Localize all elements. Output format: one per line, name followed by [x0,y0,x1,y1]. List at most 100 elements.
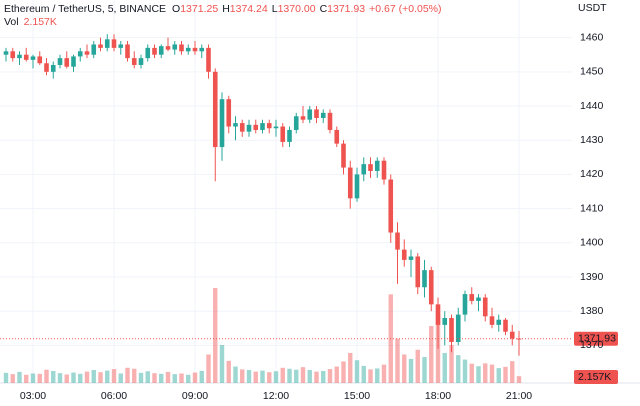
last-price-tag [574,331,618,346]
y-tick-label: 1430 [580,134,604,146]
candle-body [125,44,130,59]
volume-bar [17,371,22,383]
volume-bar [442,352,447,383]
candle-body [273,126,279,129]
candle-body [23,54,29,60]
last-price-label: 1371.93 [578,333,616,345]
legend-value: 1370.00 [278,3,316,15]
volume-tag [574,370,618,384]
candle-body [442,318,448,325]
volume-bar [327,369,333,383]
legend-value: 1371.93 [327,3,365,15]
candle-body [44,63,49,72]
candle-body [64,58,70,67]
legend-key: H [222,3,230,15]
candle-body [246,124,252,132]
y-tick-label: 1400 [580,237,604,249]
volume-bar [341,361,346,383]
volume-bar [516,376,522,383]
legend-line: Ethereum / TetherUS, 5, BINANCE O1371.25 H… [4,3,442,15]
x-tick-label: 21:00 [506,390,532,402]
candle-body [293,116,299,130]
volume-bar [253,371,258,383]
candle-body [401,249,407,260]
candle-body [469,294,475,301]
candle-body [334,129,340,144]
candle-layer [3,34,522,356]
candle-body [361,164,367,175]
candle-body [260,123,265,130]
candle-body [219,99,225,148]
volume-bar [260,370,265,383]
candle-body [320,112,326,118]
candle-body [172,44,178,50]
y-tick-label: 1410 [580,202,604,214]
volume-bar [172,374,177,383]
volume-bar [78,373,83,383]
volume-bar [206,354,211,383]
volume-bar [71,372,76,383]
candle-body [489,316,495,325]
volume-bar [321,370,326,383]
volume-bar [368,369,373,383]
volume-bar [307,370,312,383]
volume-bar [489,364,495,383]
legend-value: 1374.24 [230,3,268,15]
volume-bar [456,355,461,383]
x-tick-label: 06:00 [101,390,127,402]
volume-tag-label: 2.157K [578,371,611,383]
volume-bar [469,363,474,383]
x-tick-label: 09:00 [182,390,208,402]
candle-body [314,109,319,118]
volume-bar [159,373,164,383]
volume-legend: Vol 2.157K [4,16,57,28]
volume-bar [186,374,191,383]
candle-body [71,56,76,67]
legend-value: 1371.25 [180,3,218,15]
y-tick-label: 1370 [580,339,604,351]
volume-bar [145,371,150,383]
volume-bar [294,369,299,383]
volume-bar [503,366,508,383]
volume-bar [165,371,171,383]
volume-bar [240,369,245,383]
volume-bar [395,338,400,383]
y-tick-label: 1460 [580,31,604,43]
candle-body [388,179,394,233]
volume-bar [415,349,420,383]
volume-bar [91,370,96,383]
volume-bar [192,372,198,383]
volume-bar [462,359,468,383]
volume-bar [314,371,319,383]
candle-body [368,164,373,171]
candle-body [435,304,441,325]
volume-bar [233,366,238,383]
volume-bar [348,352,353,383]
candle-body [158,46,164,55]
candle-body [503,319,508,332]
candle-body [111,39,117,48]
legend-key: C [320,3,328,15]
candle-body [212,71,218,148]
candle-body [307,109,313,120]
candle-body [496,319,502,325]
candle-body [449,318,454,342]
volume-bar [354,360,360,383]
volume-bar [105,370,110,383]
volume-bar [64,374,69,383]
volume-bar [179,373,184,383]
candle-body [415,256,421,288]
volume-bar [246,370,252,383]
volume-bar [402,354,407,383]
candle-body [354,174,360,199]
candle-body [192,47,198,52]
legend-key: O [172,3,180,15]
volume-bar [429,326,434,383]
volume-bar [273,371,279,383]
candle-body [185,47,191,52]
volume-bar [24,374,29,383]
volume-bar [213,288,218,383]
volume-key: Vol [4,16,19,28]
